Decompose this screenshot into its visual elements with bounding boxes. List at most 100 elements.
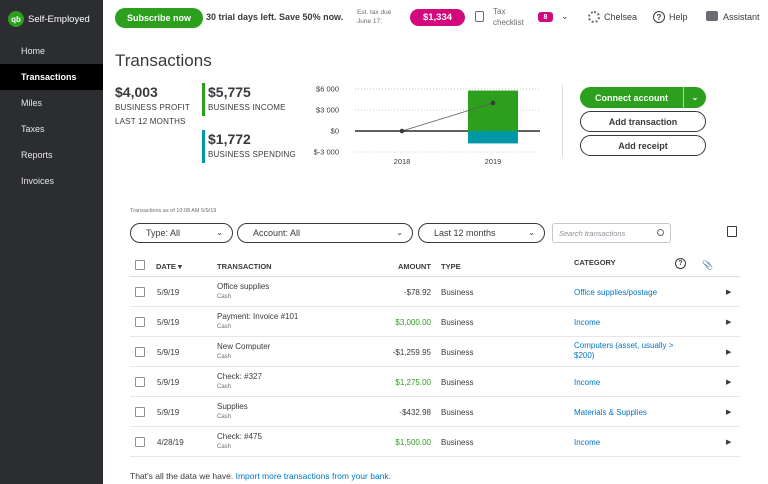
chevron-down-icon[interactable]: ⌄ [691, 93, 699, 102]
table-row[interactable]: 5/9/19 Office supplies Cash -$78.92 Business… [130, 277, 740, 307]
transaction-column-header: TRANSACTION [217, 262, 272, 271]
sidebar-item-transactions[interactable]: Transactions [0, 64, 103, 90]
row-type[interactable]: Business [441, 378, 474, 387]
row-category[interactable]: Income [574, 438, 601, 447]
y-tick-label: $6 000 [316, 85, 339, 94]
row-date: 5/9/19 [157, 288, 180, 297]
clipboard-icon[interactable] [475, 11, 484, 22]
chevron-down-icon: ⌄ [528, 228, 535, 237]
row-type[interactable]: Business [441, 288, 474, 297]
profit-value: $4,003 [115, 84, 158, 100]
sidebar: qb Self-Employed Home Transactions Miles Ta… [0, 0, 103, 484]
search-input[interactable]: Search transactions [552, 223, 671, 243]
est-tax-amount-button[interactable]: $1,334 [410, 9, 465, 26]
row-checkbox[interactable] [135, 437, 145, 447]
user-menu[interactable]: Chelsea [604, 12, 638, 22]
row-checkbox[interactable] [135, 407, 145, 417]
row-category[interactable]: Office supplies/postage [574, 288, 658, 297]
row-category[interactable]: Computers (asset, usually > $200) [574, 341, 674, 360]
row-amount: -$432.98 [399, 408, 431, 417]
row-date: 5/9/19 [157, 378, 180, 387]
row-date: 5/9/19 [157, 318, 180, 327]
table-row[interactable]: 5/9/19 Payment: Invoice #101 Cash $3,000.00… [130, 307, 740, 337]
row-type[interactable]: Business [441, 408, 474, 417]
row-amount: $3,000.00 [395, 318, 431, 327]
x-tick-label: 2019 [485, 157, 502, 166]
connect-account-label: Connect account [594, 92, 668, 103]
est-tax-label: Est. tax due June 17: [357, 9, 392, 25]
select-all-checkbox[interactable] [135, 260, 145, 270]
expand-arrow-icon[interactable]: ▶ [726, 439, 732, 446]
search-placeholder: Search transactions [559, 228, 626, 238]
tax-checklist-link[interactable]: Tax checklist [493, 7, 524, 27]
app-name: Self-Employed [28, 13, 90, 25]
account-filter[interactable]: Account: All ⌄ [237, 223, 413, 243]
expand-arrow-icon[interactable]: ▶ [726, 349, 732, 356]
table-header: DATE ▾ TRANSACTION AMOUNT TYPE CATEGORY … [130, 255, 740, 277]
table-row[interactable]: 5/9/19 Check: #327 Cash $1,275.00 Business In… [130, 367, 740, 397]
row-category[interactable]: Income [574, 378, 601, 387]
add-receipt-button[interactable]: Add receipt [580, 135, 706, 156]
help-icon[interactable]: ? [653, 11, 665, 23]
period-filter[interactable]: Last 12 months ⌄ [418, 223, 545, 243]
date-column-header[interactable]: DATE ▾ [156, 262, 182, 271]
profit-line [401, 102, 494, 132]
sidebar-nav: Home Transactions Miles Taxes Reports Invoice… [0, 38, 103, 194]
chat-bubble-icon[interactable] [706, 11, 718, 21]
assistant-link[interactable]: Assistant [723, 12, 760, 22]
footer-text: That's all the data we have. [130, 471, 234, 481]
row-category[interactable]: Income [574, 318, 601, 327]
row-checkbox[interactable] [135, 317, 145, 327]
brand[interactable]: qb Self-Employed [0, 0, 103, 38]
row-description: Supplies [217, 402, 248, 411]
spending-label: BUSINESS SPENDING [208, 150, 296, 159]
gear-icon[interactable] [588, 11, 600, 23]
income-accent-bar [202, 83, 205, 116]
subscribe-button[interactable]: Subscribe now [115, 8, 203, 28]
table-row[interactable]: 5/9/19 Supplies Cash -$432.98 Business Materi… [130, 397, 740, 427]
sidebar-item-miles[interactable]: Miles [21, 98, 43, 108]
chevron-down-icon[interactable]: ⌄ [561, 11, 569, 21]
profit-point [399, 128, 405, 134]
add-transaction-button[interactable]: Add transaction [580, 111, 706, 132]
top-bar: Subscribe now 30 trial days left. Save 5… [103, 0, 768, 36]
type-filter-label: Type: All [146, 228, 181, 238]
checklist-count-badge: 8 [538, 12, 553, 22]
sidebar-item-home[interactable]: Home [21, 46, 46, 56]
row-description: Office supplies [217, 282, 270, 291]
row-checkbox[interactable] [135, 347, 145, 357]
help-link[interactable]: Help [669, 12, 688, 22]
x-tick-label: 2018 [394, 157, 411, 166]
as-of-text: Transactions as of 10:08 AM 5/9/19 [130, 208, 217, 214]
import-transactions-link[interactable]: Import more transactions from your bank. [235, 471, 392, 481]
split-divider [683, 87, 684, 108]
sidebar-item-reports[interactable]: Reports [21, 150, 53, 160]
export-icon[interactable] [727, 226, 737, 237]
expand-arrow-icon[interactable]: ▶ [726, 379, 732, 386]
row-account: Cash [217, 294, 232, 300]
row-account: Cash [217, 384, 232, 390]
expand-arrow-icon[interactable]: ▶ [726, 409, 732, 416]
chevron-down-icon: ⌄ [396, 228, 403, 237]
sidebar-item-invoices[interactable]: Invoices [21, 176, 55, 186]
row-type[interactable]: Business [441, 318, 474, 327]
row-amount: $1,500.00 [395, 438, 431, 447]
connect-account-button[interactable]: Connect account ⌄ [580, 87, 706, 108]
y-tick-label: $0 [331, 127, 339, 136]
spending-accent-bar [202, 130, 205, 163]
sidebar-item-taxes[interactable]: Taxes [21, 124, 45, 134]
type-filter[interactable]: Type: All ⌄ [130, 223, 233, 243]
quickbooks-logo-icon: qb [8, 11, 24, 27]
table-row[interactable]: 4/28/19 Check: #475 Cash $1,500.00 Business I… [130, 427, 740, 457]
row-type[interactable]: Business [441, 438, 474, 447]
row-account: Cash [217, 354, 232, 360]
profit-chart: $6 000 $3 000 $0 $-3 000 2018 2019 [314, 85, 540, 166]
row-checkbox[interactable] [135, 377, 145, 387]
row-type[interactable]: Business [441, 348, 474, 357]
row-checkbox[interactable] [135, 287, 145, 297]
help-icon[interactable]: ? [675, 258, 686, 269]
expand-arrow-icon[interactable]: ▶ [726, 289, 732, 296]
expand-arrow-icon[interactable]: ▶ [726, 319, 732, 326]
row-category[interactable]: Materials & Supplies [574, 408, 647, 417]
table-row[interactable]: 5/9/19 New Computer Cash -$1,259.95 Business… [130, 337, 740, 367]
